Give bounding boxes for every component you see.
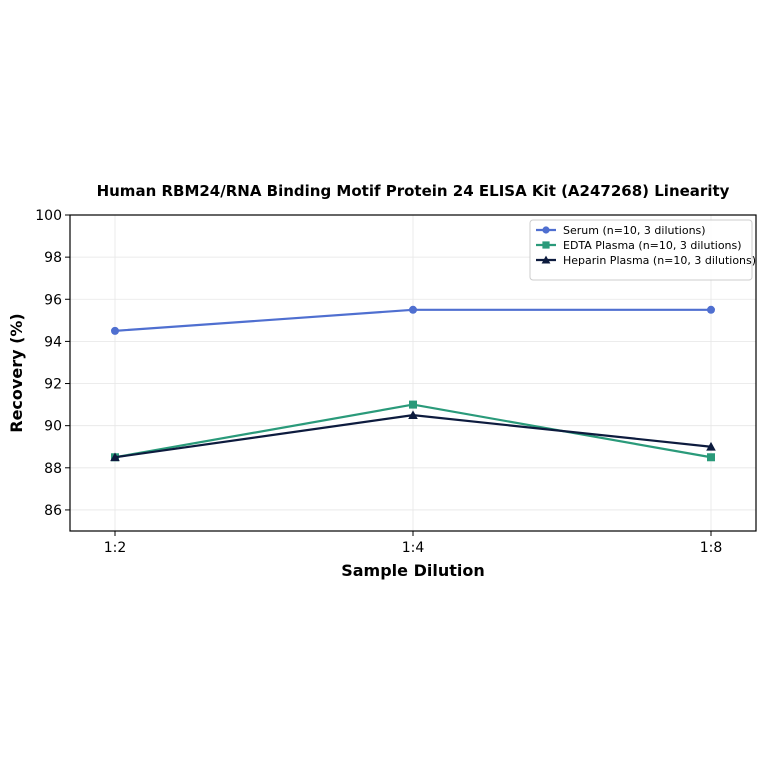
y-axis-ticks: 86 88 90 92 94 96 98 100 bbox=[35, 208, 70, 519]
legend-marker bbox=[542, 241, 550, 249]
series-1 bbox=[111, 305, 715, 335]
x-axis-label: Sample Dilution bbox=[341, 561, 485, 580]
y-tick-label: 90 bbox=[44, 419, 62, 435]
x-tick-label: 1:4 bbox=[402, 540, 425, 556]
data-point bbox=[408, 410, 418, 419]
legend-box bbox=[529, 219, 753, 281]
legend-label: Serum (n=10, 3 dilutions) bbox=[563, 224, 706, 237]
legend-item: Serum (n=10, 3 dilutions) bbox=[536, 224, 706, 237]
data-point bbox=[707, 305, 715, 314]
legend-label: Heparin Plasma (n=10, 3 dilutions) bbox=[563, 254, 756, 267]
data-point bbox=[707, 453, 715, 462]
series-layer bbox=[110, 305, 716, 462]
chart-title: Human RBM24/RNA Binding Motif Protein 24… bbox=[97, 182, 730, 200]
data-point bbox=[111, 326, 119, 335]
legend-item: Heparin Plasma (n=10, 3 dilutions) bbox=[536, 254, 756, 267]
y-tick-label: 100 bbox=[35, 208, 62, 224]
y-tick-label: 86 bbox=[44, 503, 62, 519]
x-axis-ticks: 1:2 1:4 1:8 bbox=[104, 531, 723, 556]
y-tick-label: 92 bbox=[44, 377, 62, 393]
y-tick-label: 96 bbox=[44, 292, 62, 308]
legend-label: EDTA Plasma (n=10, 3 dilutions) bbox=[563, 239, 742, 252]
series-3 bbox=[110, 410, 716, 462]
y-tick-label: 98 bbox=[44, 250, 62, 266]
y-tick-label: 88 bbox=[44, 461, 62, 477]
legend-marker bbox=[541, 255, 551, 264]
y-axis-label: Recovery (%) bbox=[7, 313, 26, 432]
x-tick-label: 1:8 bbox=[700, 540, 723, 556]
legend: Serum (n=10, 3 dilutions) EDTA Plasma (n=… bbox=[529, 219, 756, 281]
y-tick-label: 94 bbox=[44, 334, 62, 350]
legend-marker bbox=[542, 226, 550, 234]
data-point bbox=[409, 400, 417, 409]
legend-item: EDTA Plasma (n=10, 3 dilutions) bbox=[536, 239, 742, 252]
x-tick-label: 1:2 bbox=[104, 540, 127, 556]
data-point bbox=[706, 441, 716, 451]
data-point bbox=[409, 305, 417, 314]
data-point bbox=[110, 452, 120, 462]
